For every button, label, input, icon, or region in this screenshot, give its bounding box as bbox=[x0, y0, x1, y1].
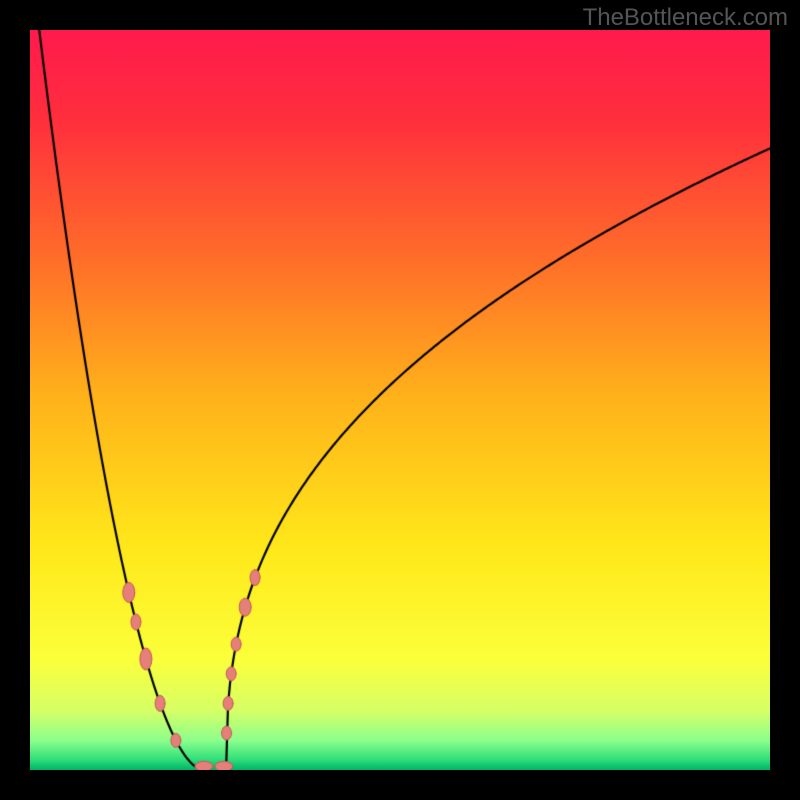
curve-canvas bbox=[30, 30, 770, 770]
plot-area bbox=[30, 30, 770, 770]
watermark-text: TheBottleneck.com bbox=[583, 4, 788, 32]
bottleneck-chart: TheBottleneck.com bbox=[0, 0, 800, 800]
